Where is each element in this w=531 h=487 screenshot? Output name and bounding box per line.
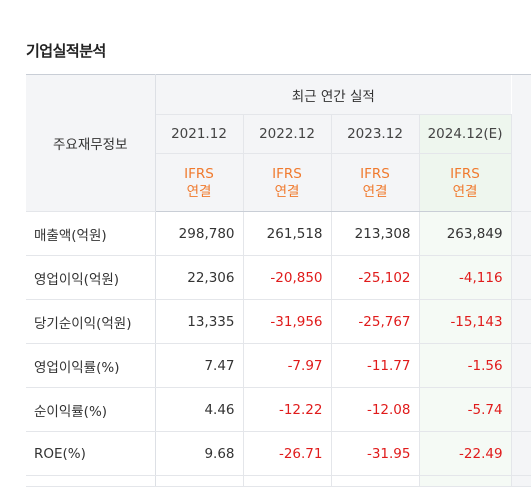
table-cell: -4,116: [419, 255, 512, 300]
table-cell: -31,956: [243, 299, 332, 344]
table-row: ROE(%) 9.68 -26.71 -31.95 -22.49: [26, 431, 531, 476]
table-cell: -22.49: [419, 431, 512, 476]
row-label: ROE(%): [26, 431, 156, 476]
table-cell: -7.97: [243, 343, 332, 388]
standard-line2: 연결: [186, 183, 212, 200]
table-cell: 298,780: [155, 211, 244, 256]
accounting-standard: IFRS 연결: [155, 153, 244, 212]
table-cell: -11.77: [331, 343, 420, 388]
standard-line2: 연결: [362, 183, 388, 200]
standard-line1: IFRS: [360, 165, 390, 182]
accounting-standard: IFRS 연결: [331, 153, 420, 212]
table-cell: -15,143: [419, 299, 512, 344]
table-cell: -12.08: [331, 387, 420, 432]
section-title: 기업실적분석: [26, 42, 106, 60]
table-row: 매출액(억원) 298,780 261,518 213,308 263,849: [26, 211, 531, 256]
table-cell: -1.56: [419, 343, 512, 388]
year-header: 2021.12: [155, 114, 244, 154]
table-row: 영업이익률(%) 7.47 -7.97 -11.77 -1.56: [26, 343, 531, 388]
standard-line1: IFRS: [184, 165, 214, 182]
table-cell: -31.95: [331, 431, 420, 476]
group-header: 최근 연간 실적: [155, 74, 512, 115]
corner-label: 주요재무정보: [26, 74, 156, 212]
table-cell: 22,306: [155, 255, 244, 300]
table-cell: 4.46: [155, 387, 244, 432]
table-cell: -26.71: [243, 431, 332, 476]
table-row-partial: [26, 475, 531, 487]
table-cell: 261,518: [243, 211, 332, 256]
row-label: 당기순이익(억원): [26, 299, 156, 344]
standard-line2: 연결: [452, 183, 478, 200]
row-label: 영업이익률(%): [26, 343, 156, 388]
standard-line1: IFRS: [272, 165, 302, 182]
standard-line2: 연결: [274, 183, 300, 200]
table-cell: -25,767: [331, 299, 420, 344]
row-label: 매출액(억원): [26, 211, 156, 256]
standard-line1: IFRS: [450, 165, 480, 182]
year-header: 2023.12: [331, 114, 420, 154]
table-cell: -20,850: [243, 255, 332, 300]
table-cell: 7.47: [155, 343, 244, 388]
table-row: 영업이익(억원) 22,306 -20,850 -25,102 -4,116: [26, 255, 531, 300]
table-cell: 13,335: [155, 299, 244, 344]
next-group-edge: [511, 74, 531, 212]
year-header-estimate: 2024.12(E): [419, 114, 512, 154]
table-row: 순이익률(%) 4.46 -12.22 -12.08 -5.74: [26, 387, 531, 432]
row-label: 순이익률(%): [26, 387, 156, 432]
table-cell: -25,102: [331, 255, 420, 300]
row-label: 영업이익(억원): [26, 255, 156, 300]
table-row: 당기순이익(억원) 13,335 -31,956 -25,767 -15,143: [26, 299, 531, 344]
table-cell: -5.74: [419, 387, 512, 432]
table-cell: 9.68: [155, 431, 244, 476]
financial-table: 주요재무정보 최근 연간 실적 2021.12 2022.12 2023.12 …: [26, 74, 531, 487]
accounting-standard: IFRS 연결: [243, 153, 332, 212]
table-cell: 263,849: [419, 211, 512, 256]
accounting-standard: IFRS 연결: [419, 153, 512, 212]
year-header: 2022.12: [243, 114, 332, 154]
table-cell: -12.22: [243, 387, 332, 432]
table-cell: 213,308: [331, 211, 420, 256]
